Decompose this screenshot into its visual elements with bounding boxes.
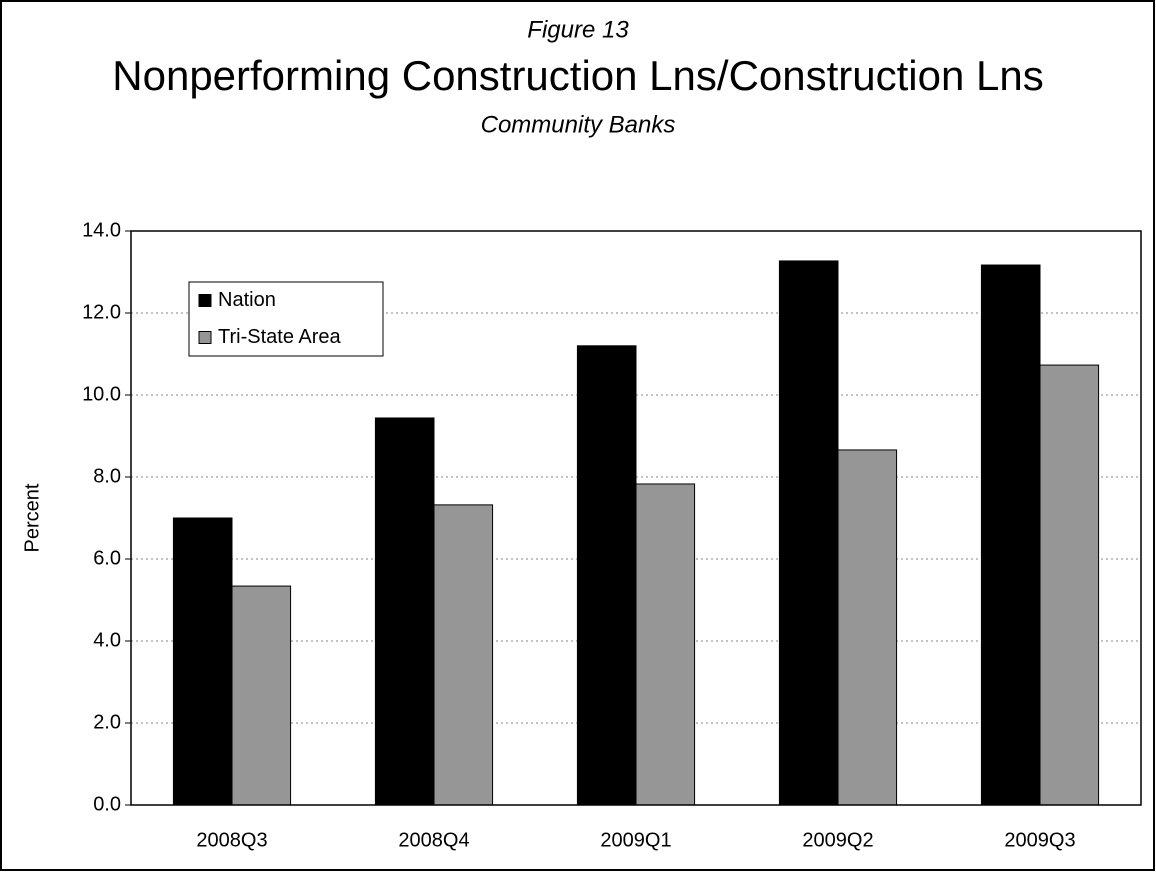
y-tick-label: 8.0 [93, 465, 121, 487]
legend-label: Tri-State Area [218, 326, 342, 348]
x-tick-label: 2009Q2 [802, 829, 873, 851]
chart-subtitle: Community Banks [481, 111, 676, 138]
y-axis-label: Percent [21, 483, 43, 552]
y-tick-label: 14.0 [82, 219, 121, 241]
y-tick-label: 4.0 [93, 629, 121, 651]
bar [374, 417, 435, 806]
x-tick-label: 2009Q1 [600, 829, 671, 851]
bar [778, 260, 839, 806]
x-tick-label: 2008Q3 [196, 829, 267, 851]
bar [635, 483, 696, 806]
chart-title: Nonperforming Construction Lns/Construct… [112, 52, 1043, 99]
y-tick-label: 0.0 [93, 793, 121, 815]
bar [837, 449, 898, 806]
y-tick-label: 6.0 [93, 547, 121, 569]
bar [980, 264, 1041, 806]
bar [172, 517, 233, 806]
y-tick-label: 2.0 [93, 711, 121, 733]
y-tick-label: 10.0 [82, 383, 121, 405]
plot-frame [130, 230, 1142, 806]
x-tick-label: 2009Q3 [1004, 829, 1075, 851]
bar [433, 504, 494, 806]
x-tick-label: 2008Q4 [398, 829, 469, 851]
bar [231, 585, 292, 806]
legend-swatch [198, 331, 212, 344]
figure-label: Figure 13 [527, 16, 629, 43]
legend-label: Nation [218, 289, 276, 311]
bar [1039, 364, 1100, 806]
bar [576, 345, 637, 806]
legend-swatch [198, 294, 212, 307]
legend-box [188, 281, 384, 357]
y-tick-label: 12.0 [82, 301, 121, 323]
